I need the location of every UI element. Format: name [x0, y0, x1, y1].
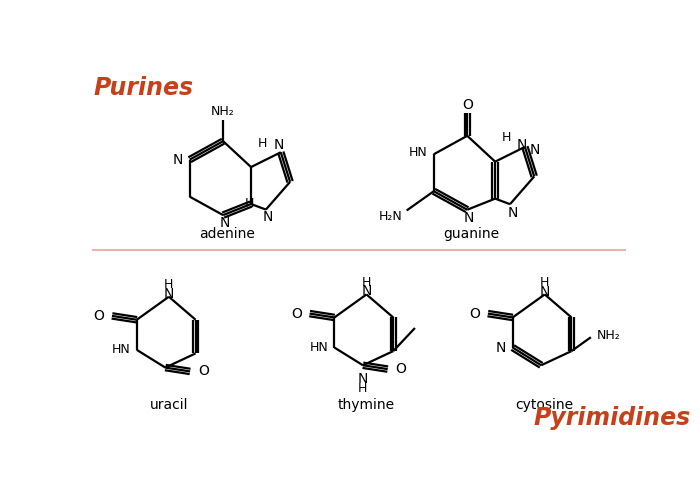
Text: Purines: Purines: [94, 76, 194, 100]
Text: O: O: [462, 98, 472, 112]
Text: uracil: uracil: [150, 398, 188, 412]
Text: N: N: [358, 372, 368, 386]
Text: NH₂: NH₂: [596, 329, 620, 342]
Text: H: H: [245, 197, 254, 210]
Text: N: N: [540, 285, 550, 299]
Text: NH₂: NH₂: [211, 105, 235, 119]
Text: Pyrimidines: Pyrimidines: [533, 406, 690, 430]
Text: thymine: thymine: [338, 398, 395, 412]
Text: O: O: [198, 365, 209, 378]
Text: H: H: [362, 275, 371, 289]
Text: N: N: [173, 153, 183, 167]
Text: adenine: adenine: [199, 227, 255, 242]
Text: guanine: guanine: [443, 227, 499, 242]
Text: N: N: [164, 287, 174, 301]
Text: HN: HN: [309, 341, 328, 354]
Text: H: H: [358, 382, 368, 395]
Text: N: N: [496, 341, 507, 355]
Text: O: O: [395, 362, 407, 376]
Text: O: O: [93, 309, 104, 323]
Text: H: H: [502, 131, 511, 144]
Text: N: N: [262, 210, 272, 224]
Text: N: N: [508, 206, 518, 220]
Text: O: O: [469, 307, 480, 320]
Text: H: H: [164, 278, 174, 291]
Text: N: N: [517, 138, 527, 152]
Text: cytosine: cytosine: [516, 398, 574, 412]
Text: O: O: [291, 307, 302, 320]
Text: H: H: [258, 137, 267, 149]
Text: H: H: [540, 275, 550, 289]
Text: HN: HN: [112, 343, 131, 356]
Text: N: N: [220, 216, 230, 230]
Text: N: N: [463, 211, 474, 225]
Text: N: N: [274, 138, 284, 152]
Text: H₂N: H₂N: [379, 210, 402, 223]
Text: N: N: [530, 143, 540, 157]
Text: N: N: [361, 284, 372, 298]
Text: HN: HN: [409, 146, 428, 159]
